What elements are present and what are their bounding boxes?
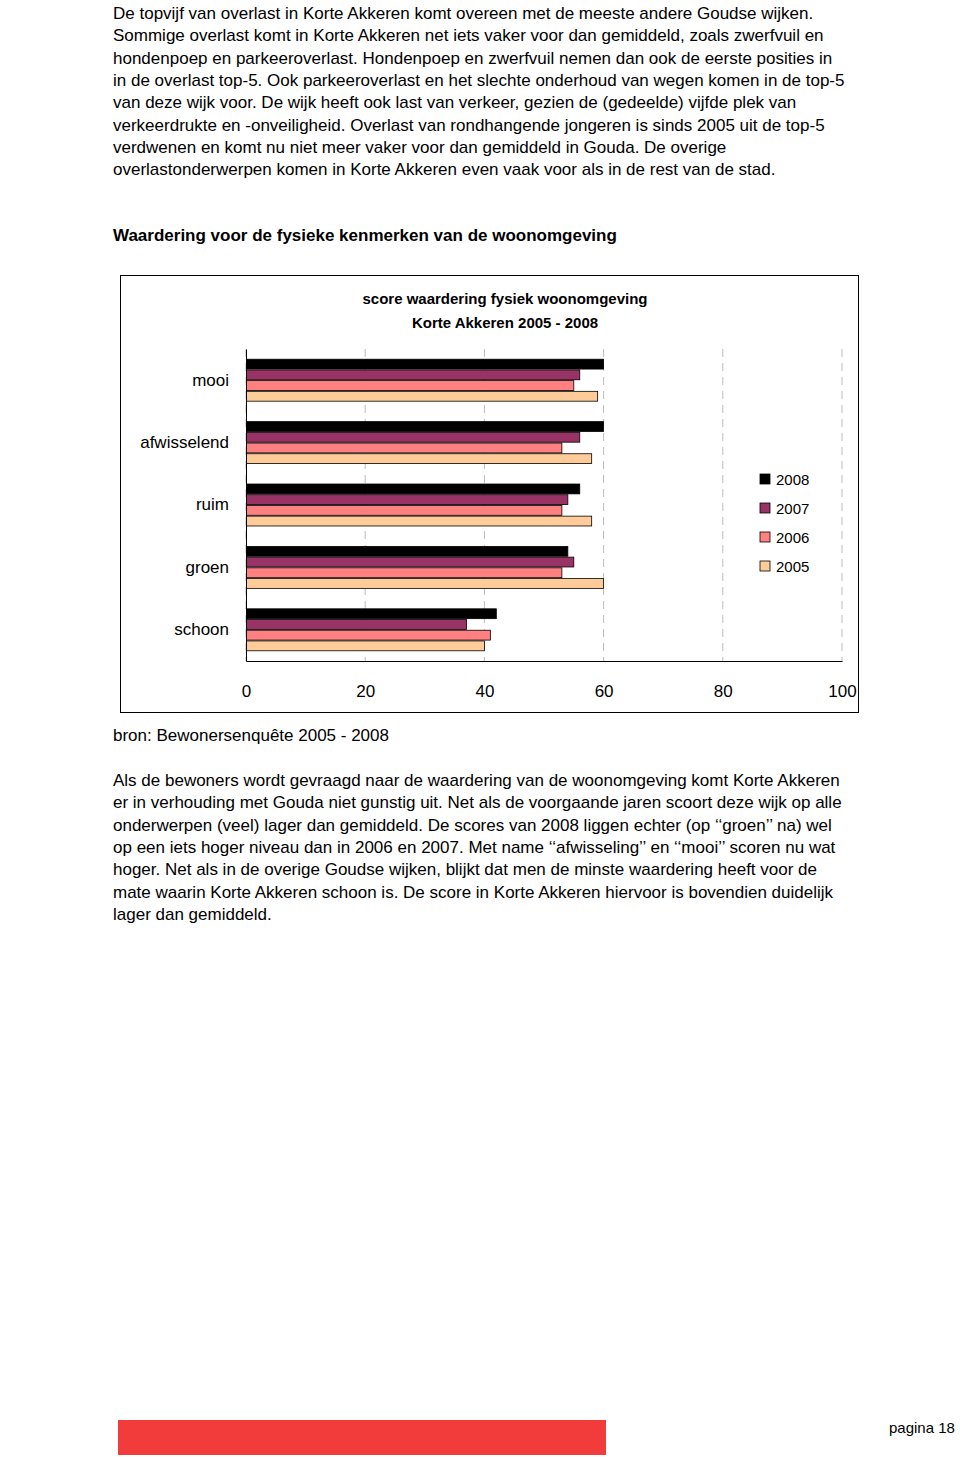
chart-title: score waardering fysiek woonomgeving [362,290,647,307]
paragraph-line: onderwerpen (veel) lager dan gemiddeld. … [113,816,832,835]
bar [246,505,562,515]
tick: ruim [196,495,246,514]
chart-frame [121,276,859,713]
legend-label: 2008 [776,471,809,488]
legend-label: 2006 [776,529,809,546]
grid-line [842,349,843,661]
paragraph-line: van deze wijk voor. De wijk heeft ook la… [113,93,796,112]
paragraph-line: overlastonderwerpen komen in Korte Akker… [113,160,775,179]
tick-label: schoon [174,620,229,639]
bar [246,454,592,464]
legend-swatch [760,503,770,513]
paragraph: De topvijf van overlast in Korte Akkeren… [113,4,844,179]
paragraph-line: mate waarin Korte Akkeren schoon is. De … [113,883,834,902]
legend-label: 2005 [776,558,809,575]
grid [246,349,842,661]
paragraph-line: hoger. Net als in de overige Goudse wijk… [113,860,817,879]
bar [246,432,580,442]
bar [246,546,568,556]
tick: 0 [242,661,251,701]
paragraph-line: verkeerdrukte en -onveiligheid. Overlast… [113,116,825,135]
bar [246,370,580,380]
bar [246,359,604,369]
bar [246,381,574,391]
paragraph-line: hondenpoep en parkeeroverlast. Hondenpoe… [113,49,832,68]
bar [246,630,490,640]
grid-line [603,349,604,661]
legend-item: 2008 [760,471,809,488]
tick: schoon [174,620,246,639]
paragraph: Als de bewoners wordt gevraagd naar de w… [113,771,842,924]
series [246,391,604,650]
grid-line [722,349,723,661]
tick-label: 40 [475,682,494,701]
source: bron: Bewonersenquête 2005 - 2008 [113,726,389,745]
tick-label: afwisselend [140,433,229,452]
bar [246,391,598,401]
tick-label: 20 [356,682,375,701]
bar [246,495,568,505]
series [246,370,580,629]
grid-line [246,349,247,661]
chart-subtitle: Korte Akkeren 2005 - 2008 [412,314,598,331]
tick-label: ruim [196,495,229,514]
bar [246,557,574,567]
legend: 2008 2007 2006 2005 [760,471,809,575]
tick-label: groen [186,558,229,577]
page-number: pagina 18 [889,1419,955,1436]
tick: 20 [356,661,375,701]
paragraph-line: De topvijf van overlast in Korte Akkeren… [113,4,813,23]
axis-line [247,661,843,662]
bar [246,422,604,432]
tick: 60 [595,661,614,701]
tick-label: 60 [595,682,614,701]
x-axis: 0 20 40 60 80 100 [242,661,857,701]
paragraph-line: Sommige overlast komt in Korte Akkeren n… [113,26,824,45]
legend-swatch [760,474,770,484]
bar [246,609,496,619]
series [246,359,604,618]
tick: 100 [828,661,856,701]
legend-item: 2007 [760,500,809,517]
heading: Waardering voor de fysieke kenmerken van… [113,226,617,245]
tick-label: 0 [242,682,251,701]
paragraph-line: lager dan gemiddeld. [113,905,272,924]
paragraph-line: Als de bewoners wordt gevraagd naar de w… [113,771,840,790]
footer-bar [118,1420,606,1455]
bar [246,443,562,453]
paragraph-line: verdwenen en komt nu niet meer vaker voo… [113,138,726,157]
tick-label: 100 [828,682,856,701]
paragraph-line: er in verhouding met Gouda niet gunstig … [113,793,842,812]
tick: groen [186,558,246,577]
tick-label: mooi [192,371,229,390]
legend-swatch [760,561,770,571]
bars [246,359,604,651]
legend-label: 2007 [776,500,809,517]
tick: mooi [192,371,246,390]
legend-item: 2005 [760,558,809,575]
tick: 40 [475,661,494,701]
tick: afwisselend [140,433,246,452]
bar [246,568,562,578]
paragraph-line: op een iets hoger niveau dan in 2006 en … [113,838,836,857]
bar [246,516,592,526]
tick-label: 80 [714,682,733,701]
y-axis: mooi afwisselend ruim groen schoon [140,350,246,662]
legend-swatch [760,532,770,542]
tick: 80 [714,661,733,701]
axis-line [246,350,247,662]
paragraph-line: in de overlast top-5. Ook parkeeroverlas… [113,71,844,90]
bar [246,641,484,651]
bar [246,579,604,589]
bar [246,620,467,630]
series [246,381,574,640]
legend-item: 2006 [760,529,809,546]
bar [246,484,580,494]
page: De topvijf van overlast in Korte Akkeren… [0,0,960,1457]
